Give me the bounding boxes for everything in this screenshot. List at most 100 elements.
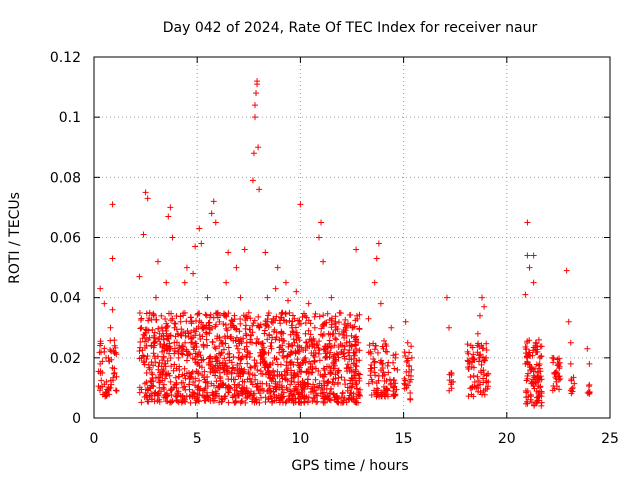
- data-point: [353, 246, 360, 253]
- data-point: [210, 198, 217, 205]
- data-point: [531, 374, 538, 381]
- data-point: [216, 369, 223, 376]
- data-point: [247, 331, 254, 338]
- data-point: [285, 396, 292, 403]
- data-point: [568, 385, 575, 392]
- data-point: [244, 315, 251, 322]
- data-point: [352, 348, 359, 355]
- data-point: [158, 312, 165, 319]
- data-point: [303, 339, 310, 346]
- data-point: [394, 366, 401, 373]
- data-point: [157, 378, 164, 385]
- data-point: [381, 337, 388, 344]
- data-point: [166, 345, 173, 352]
- data-point: [255, 144, 262, 151]
- data-point: [96, 349, 103, 356]
- data-point: [181, 279, 188, 286]
- data-point: [251, 102, 258, 109]
- data-point: [183, 318, 190, 325]
- data-point: [225, 344, 232, 351]
- data-point: [202, 385, 209, 392]
- data-point: [221, 355, 228, 362]
- data-point: [154, 397, 161, 404]
- data-point: [443, 294, 450, 301]
- data-point: [163, 279, 170, 286]
- data-point: [534, 369, 541, 376]
- data-point: [466, 360, 473, 367]
- data-point: [196, 310, 203, 317]
- data-point: [110, 370, 117, 377]
- data-point: [141, 380, 148, 387]
- data-point: [267, 343, 274, 350]
- data-point: [371, 369, 378, 376]
- data-point: [333, 350, 340, 357]
- data-point: [345, 364, 352, 371]
- data-point: [351, 352, 358, 359]
- data-point: [150, 339, 157, 346]
- data-point: [356, 347, 363, 354]
- data-point: [305, 327, 312, 334]
- data-point: [192, 375, 199, 382]
- data-point: [346, 384, 353, 391]
- data-point: [264, 294, 271, 301]
- chart-title: Day 042 of 2024, Rate Of TEC Index for r…: [163, 20, 538, 36]
- data-point: [149, 396, 156, 403]
- data-point: [143, 393, 150, 400]
- data-point: [478, 369, 485, 376]
- data-point: [316, 347, 323, 354]
- data-point: [403, 384, 410, 391]
- data-point: [136, 310, 143, 317]
- data-point: [162, 316, 169, 323]
- data-point: [167, 317, 174, 324]
- y-tick-label: 0.02: [50, 351, 81, 367]
- data-point: [239, 378, 246, 385]
- data-point: [165, 213, 172, 220]
- x-tick-label: 10: [291, 431, 309, 447]
- data-point: [144, 353, 151, 360]
- data-point: [284, 369, 291, 376]
- data-point: [294, 332, 301, 339]
- data-point: [287, 331, 294, 338]
- data-point: [549, 354, 556, 361]
- data-point: [586, 389, 593, 396]
- data-point: [538, 353, 545, 360]
- data-point: [137, 316, 144, 323]
- data-point: [336, 309, 343, 316]
- data-point: [407, 390, 414, 397]
- data-point: [478, 361, 485, 368]
- data-point: [143, 310, 150, 317]
- data-point: [391, 365, 398, 372]
- data-point: [532, 349, 539, 356]
- data-point: [485, 378, 492, 385]
- data-point: [286, 317, 293, 324]
- data-point: [216, 318, 223, 325]
- data-point: [367, 348, 374, 355]
- data-point: [206, 330, 213, 337]
- data-point: [259, 380, 266, 387]
- data-point: [268, 345, 275, 352]
- data-point: [307, 320, 314, 327]
- data-point: [408, 354, 415, 361]
- data-point: [214, 362, 221, 369]
- data-point: [231, 324, 238, 331]
- data-point: [262, 371, 269, 378]
- data-point: [253, 90, 260, 97]
- data-point: [183, 346, 190, 353]
- y-tick-label: 0.1: [59, 110, 81, 126]
- data-point: [261, 357, 268, 364]
- data-point: [260, 348, 267, 355]
- data-point: [291, 315, 298, 322]
- data-point: [97, 342, 104, 349]
- data-point: [402, 352, 409, 359]
- data-point: [308, 385, 315, 392]
- data-point: [392, 391, 399, 398]
- data-point: [523, 394, 530, 401]
- data-point: [374, 392, 381, 399]
- x-tick-label: 25: [601, 431, 619, 447]
- data-point: [202, 397, 209, 404]
- data-point: [341, 329, 348, 336]
- data-point: [551, 369, 558, 376]
- data-point: [296, 321, 303, 328]
- data-point: [535, 375, 542, 382]
- data-point: [368, 391, 375, 398]
